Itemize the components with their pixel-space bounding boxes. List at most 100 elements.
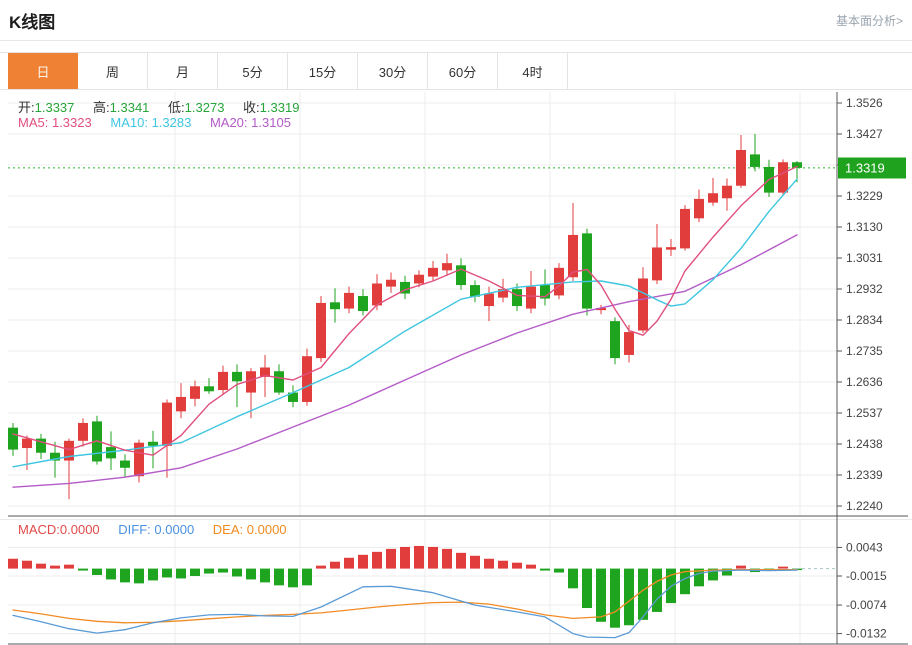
macd-bar[interactable] [680,568,690,595]
candle-body[interactable] [274,371,284,393]
macd-bar[interactable] [78,568,88,571]
candle-body[interactable] [554,267,564,296]
candle-body[interactable] [372,283,382,306]
macd-bar[interactable] [302,568,312,586]
macd-bar[interactable] [190,568,200,576]
macd-bar[interactable] [638,568,648,620]
macd-bar[interactable] [568,568,578,589]
candle-body[interactable] [232,371,242,382]
candle-body[interactable] [162,402,172,446]
macd-bar[interactable] [36,563,46,569]
candle-body[interactable] [204,386,214,392]
candle-body[interactable] [78,422,88,441]
candle-body[interactable] [246,371,256,393]
macd-bar[interactable] [92,568,102,576]
macd-bar[interactable] [8,558,18,569]
macd-bar[interactable] [736,565,746,569]
candle-body[interactable] [596,307,606,311]
macd-bar[interactable] [778,566,788,569]
candle-body[interactable] [652,247,662,281]
candle-body[interactable] [190,386,200,399]
macd-bar[interactable] [372,551,382,569]
macd-bar[interactable] [526,564,536,569]
macd-bar[interactable] [582,568,592,609]
candle-body[interactable] [568,234,578,278]
macd-bar[interactable] [22,560,32,569]
candle-body[interactable] [22,438,32,449]
macd-bar[interactable] [358,554,368,569]
macd-bar[interactable] [64,564,74,569]
candle-body[interactable] [736,150,746,186]
macd-bar[interactable] [246,568,256,580]
macd-bar[interactable] [50,565,60,569]
candle-body[interactable] [498,289,508,298]
macd-bar[interactable] [148,568,158,581]
candle-body[interactable] [470,285,480,297]
candle-body[interactable] [456,265,466,286]
tab-4hour[interactable]: 4时 [498,53,568,89]
fundamental-analysis-link[interactable]: 基本面分析> [835,13,903,28]
candle-body[interactable] [708,193,718,203]
candle-body[interactable] [316,302,326,359]
macd-bar[interactable] [498,560,508,569]
macd-bar[interactable] [232,568,242,577]
candle-body[interactable] [680,208,690,249]
macd-bar[interactable] [106,568,116,580]
macd-bar[interactable] [344,557,354,569]
candle-body[interactable] [288,392,298,402]
macd-bar[interactable] [330,561,340,569]
candle-body[interactable] [386,279,396,287]
macd-bar[interactable] [162,568,172,578]
macd-bar[interactable] [442,548,452,569]
candle-body[interactable] [610,321,620,359]
candle-body[interactable] [176,396,186,412]
candle-body[interactable] [750,154,760,167]
macd-bar[interactable] [260,568,270,583]
macd-bar[interactable] [484,558,494,569]
tab-30min[interactable]: 30分 [358,53,428,89]
tab-week[interactable]: 周 [78,53,148,89]
candle-body[interactable] [50,452,60,461]
candle-body[interactable] [302,356,312,402]
candle-body[interactable] [582,233,592,309]
candle-body[interactable] [148,441,158,446]
candle-body[interactable] [428,267,438,277]
tab-day[interactable]: 日 [8,53,78,89]
candle-body[interactable] [358,296,368,312]
candle-body[interactable] [442,263,452,271]
tab-month[interactable]: 月 [148,53,218,89]
candle-body[interactable] [344,292,354,309]
macd-bar[interactable] [414,545,424,569]
candle-body[interactable] [722,185,732,199]
tab-15min[interactable]: 15分 [288,53,358,89]
macd-bar[interactable] [316,565,326,569]
candle-body[interactable] [694,198,704,219]
candle-body[interactable] [540,285,550,299]
macd-bar[interactable] [428,546,438,569]
macd-bar[interactable] [386,548,396,569]
macd-bar[interactable] [610,568,620,628]
macd-bar[interactable] [120,568,130,583]
candle-body[interactable] [120,460,130,468]
candle-body[interactable] [36,438,46,453]
tab-5min[interactable]: 5分 [218,53,288,89]
candle-body[interactable] [106,447,116,459]
macd-bar[interactable] [218,568,228,573]
macd-bar[interactable] [512,562,522,569]
candle-body[interactable] [778,162,788,193]
candle-body[interactable] [638,278,648,331]
candle-body[interactable] [260,367,270,377]
macd-bar[interactable] [400,546,410,569]
macd-bar[interactable] [540,568,550,571]
macd-bar[interactable] [554,568,564,573]
candle-body[interactable] [330,302,340,310]
candle-body[interactable] [512,289,522,307]
candle-body[interactable] [64,440,74,461]
macd-bar[interactable] [204,568,214,574]
macd-bar[interactable] [722,568,732,576]
candle-body[interactable] [666,247,676,250]
candle-body[interactable] [484,293,494,307]
macd-bar[interactable] [624,568,634,626]
candle-body[interactable] [414,274,424,284]
